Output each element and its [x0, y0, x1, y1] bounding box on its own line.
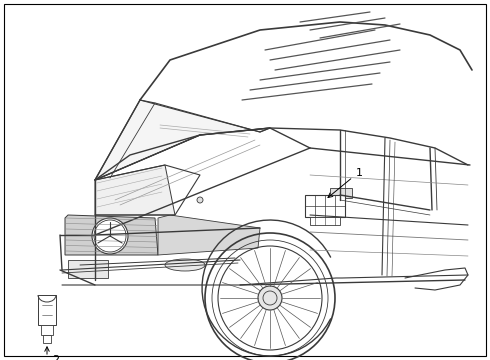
Polygon shape [95, 165, 175, 215]
Bar [330, 188, 352, 198]
Ellipse shape [165, 259, 205, 271]
Bar [38, 295, 56, 325]
Bar [43, 335, 51, 343]
Bar [68, 260, 108, 278]
Bar [310, 217, 340, 225]
Polygon shape [65, 215, 158, 255]
Bar [41, 325, 53, 335]
Circle shape [258, 286, 282, 310]
Bar [305, 195, 345, 217]
Polygon shape [95, 100, 270, 180]
Text: 2: 2 [52, 355, 59, 360]
Polygon shape [158, 215, 260, 255]
Circle shape [92, 218, 128, 254]
Text: 1: 1 [356, 168, 363, 178]
Circle shape [197, 197, 203, 203]
